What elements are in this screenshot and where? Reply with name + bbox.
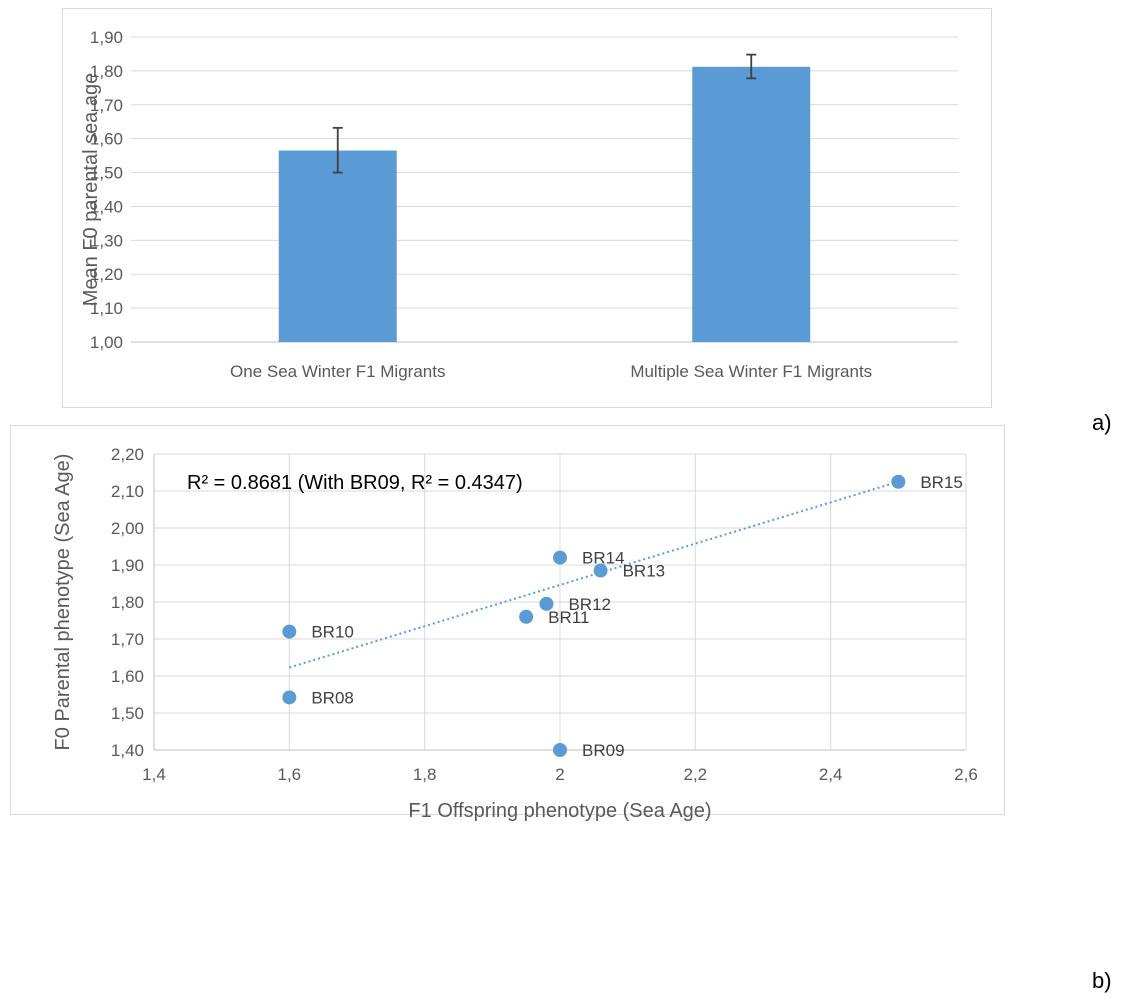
- x-tick-label: 2: [555, 765, 564, 784]
- data-point: [282, 624, 297, 639]
- data-point: [519, 609, 534, 624]
- data-point: [553, 743, 567, 757]
- data-label: BR14: [582, 549, 625, 568]
- bar-chart-panel: 1,00 1,10 1,20 1,30 1,40 1,50 1,60 1,70 1,80 1,90…: [62, 8, 992, 408]
- x-tick-label: 1,8: [413, 765, 437, 784]
- x-tick-label: 1,4: [142, 765, 166, 784]
- bar: [278, 150, 397, 342]
- r-squared-annotation: R² = 0.8681 (With BR09, R² = 0.4347): [187, 472, 523, 494]
- data-point: [282, 690, 297, 705]
- data-point: [891, 474, 906, 489]
- y-axis-title: F0 Parental phenotype (Sea Age): [52, 454, 74, 751]
- scatter-chart: 1,40 1,50 1,60 1,70 1,80 1,90 2,00 2,10 2,20 1,4 1…: [52, 445, 978, 822]
- y-tick-label: 1,90: [90, 28, 123, 47]
- y-tick-label: 1,60: [111, 667, 144, 686]
- data-label: BR10: [311, 623, 354, 642]
- data-label: BR13: [623, 562, 666, 581]
- category-label: Multiple Sea Winter F1 Migrants: [630, 362, 872, 381]
- data-label: BR15: [920, 473, 963, 492]
- y-tick-label: 1,70: [111, 630, 144, 649]
- scatter-chart-panel: 1,40 1,50 1,60 1,70 1,80 1,90 2,00 2,10 2,20 1,4 1…: [10, 425, 1005, 822]
- y-tick-label: 2,20: [111, 445, 144, 464]
- y-tick-label: 2,00: [111, 519, 144, 538]
- y-tick-label: 1,10: [90, 299, 123, 318]
- data-label: BR09: [582, 741, 625, 760]
- y-axis-title: Mean F0 parental sea age: [80, 73, 102, 307]
- data-point: [593, 563, 608, 578]
- y-tick-label: 1,70: [90, 96, 123, 115]
- panel-label-a: a): [1092, 410, 1112, 435]
- data-point: [539, 596, 554, 611]
- category-label: One Sea Winter F1 Migrants: [230, 362, 445, 381]
- x-tick-label: 2,4: [819, 765, 843, 784]
- y-tick-label: 1,80: [90, 62, 123, 81]
- data-label: BR08: [311, 688, 354, 707]
- data-point: [553, 550, 567, 565]
- x-tick-label: 2,2: [684, 765, 708, 784]
- x-tick-label: 2,6: [954, 765, 978, 784]
- y-tick-label: 1,90: [111, 556, 144, 575]
- y-tick-label: 2,10: [111, 482, 144, 501]
- y-tick-label: 1,40: [111, 741, 144, 760]
- bar-chart: 1,00 1,10 1,20 1,30 1,40 1,50 1,60 1,70 1,80 1,90…: [80, 28, 958, 381]
- y-tick-label: 1,30: [90, 231, 123, 250]
- y-tick-label: 1,50: [111, 704, 144, 723]
- data-label: BR11: [548, 608, 589, 627]
- y-tick-label: 1,80: [111, 593, 144, 612]
- panel-label-b: b): [1092, 968, 1112, 993]
- y-tick-label: 1,50: [90, 164, 123, 183]
- y-tick-label: 1,40: [90, 197, 123, 216]
- y-tick-label: 1,20: [90, 265, 123, 284]
- bar: [692, 66, 811, 343]
- y-tick-label: 1,60: [90, 130, 123, 149]
- x-axis-title: F1 Offspring phenotype (Sea Age): [408, 800, 711, 822]
- data-label: BR12: [568, 595, 611, 614]
- y-tick-label: 1,00: [90, 333, 123, 352]
- x-tick-label: 1,6: [278, 765, 302, 784]
- trendline: [289, 480, 899, 669]
